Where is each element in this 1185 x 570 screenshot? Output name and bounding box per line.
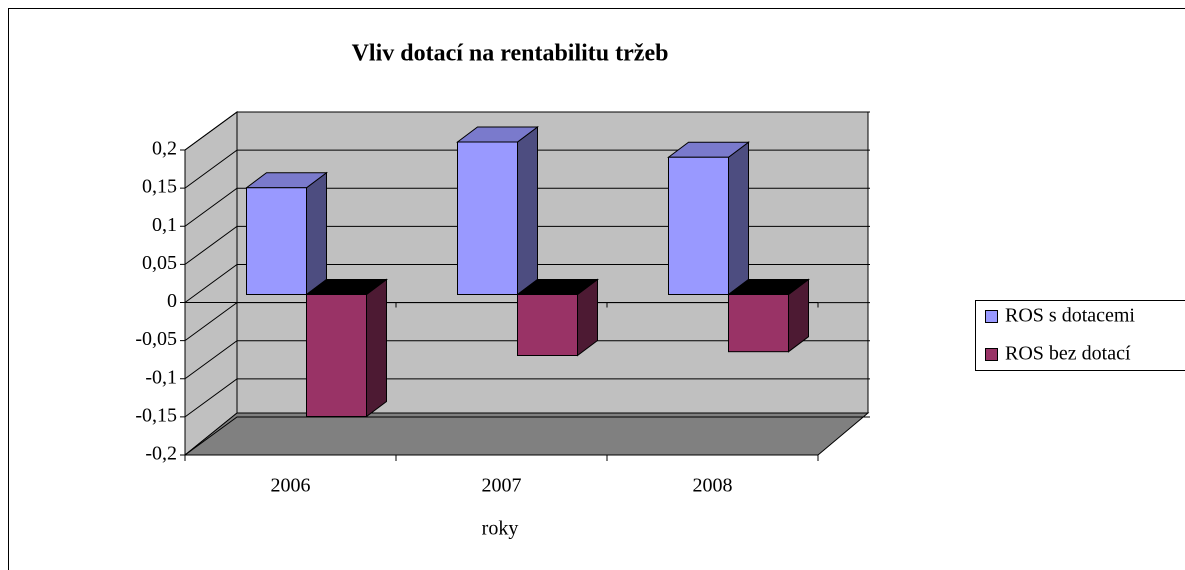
legend-swatch xyxy=(985,348,998,361)
floor xyxy=(183,412,870,456)
x-tick-label: 2008 xyxy=(693,475,733,497)
y-tick-label: 0,2 xyxy=(152,138,177,160)
bar-side xyxy=(306,171,327,296)
bar xyxy=(245,171,328,296)
bar-side xyxy=(728,141,749,296)
bar-front xyxy=(517,294,578,356)
legend-box xyxy=(975,300,1185,371)
y-tick-label: -0,1 xyxy=(145,366,177,388)
grid-line xyxy=(184,416,870,456)
bar-front xyxy=(668,156,729,295)
bar-front xyxy=(457,141,518,295)
chart-title: Vliv dotací na rentabilitu tržeb xyxy=(352,41,669,67)
bar xyxy=(727,278,810,353)
x-axis-label: roky xyxy=(482,518,519,540)
bars xyxy=(245,126,810,418)
x-tick-label: 2007 xyxy=(482,475,522,497)
bar xyxy=(305,278,388,418)
legend-swatch xyxy=(985,310,998,323)
y-tick-label: 0 xyxy=(167,290,177,312)
bar-front xyxy=(728,294,789,353)
y-tick-label: -0,05 xyxy=(135,328,177,350)
grid-line xyxy=(184,187,870,227)
grid-line xyxy=(184,340,870,380)
bar xyxy=(516,278,599,357)
bar-front xyxy=(306,294,367,417)
grid-line xyxy=(184,149,870,189)
bar-side xyxy=(366,278,387,418)
grid-line xyxy=(184,264,870,303)
grid xyxy=(184,111,870,456)
y-tick-label: -0,2 xyxy=(145,443,177,465)
legend-label: ROS bez dotací xyxy=(1005,343,1131,365)
bar xyxy=(456,126,539,296)
y-tick-label: 0,05 xyxy=(142,252,177,274)
bar xyxy=(667,141,750,296)
legend-label: ROS s dotacemi xyxy=(1005,305,1135,327)
y-tick-label: -0,15 xyxy=(135,404,177,426)
bar-side xyxy=(517,126,538,296)
x-tick-label: 2006 xyxy=(271,475,311,497)
grid-line xyxy=(184,111,870,151)
y-tick-label: 0,1 xyxy=(152,214,177,236)
bar-front xyxy=(246,187,307,295)
grid-line xyxy=(184,225,870,265)
y-tick-label: 0,15 xyxy=(142,176,177,198)
grid-line xyxy=(184,378,870,418)
